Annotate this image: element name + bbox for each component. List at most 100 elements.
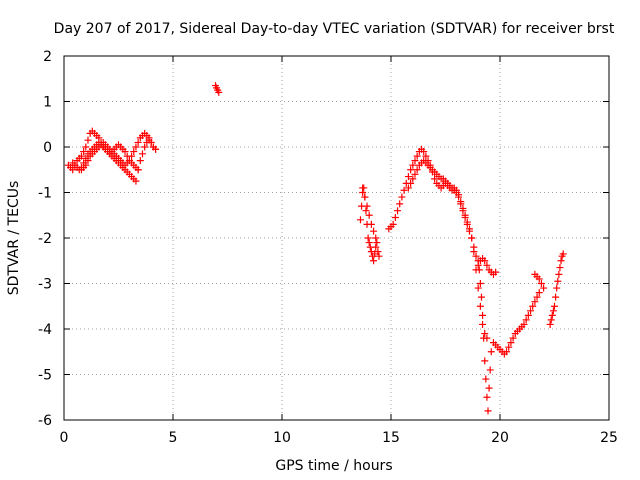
data-point xyxy=(356,216,364,224)
data-point xyxy=(138,150,146,158)
data-point xyxy=(365,211,373,219)
data-point xyxy=(556,264,564,272)
data-point xyxy=(80,148,88,156)
y-tick-label: 0 xyxy=(43,140,52,156)
data-point xyxy=(503,348,511,356)
data-point xyxy=(82,143,90,151)
data-point xyxy=(479,320,487,328)
y-tick-label: -3 xyxy=(38,277,52,293)
data-point xyxy=(475,266,483,274)
data-point xyxy=(452,189,460,196)
data-point xyxy=(492,268,500,276)
data-point xyxy=(477,293,485,301)
data-point xyxy=(559,250,567,258)
data-point xyxy=(132,143,140,151)
data-point xyxy=(413,166,421,174)
data-point xyxy=(404,184,412,192)
data-point xyxy=(145,134,153,142)
data-point xyxy=(409,161,417,169)
x-tick-label: 10 xyxy=(273,430,291,446)
data-point xyxy=(84,157,92,165)
data-point xyxy=(84,136,92,144)
data-point xyxy=(486,366,494,374)
data-point xyxy=(524,311,532,319)
data-point xyxy=(420,148,428,156)
data-point xyxy=(533,293,541,301)
data-point xyxy=(407,179,415,187)
data-point xyxy=(431,175,439,183)
data-point xyxy=(485,384,493,392)
data-point xyxy=(551,302,558,310)
data-point xyxy=(483,261,491,269)
y-tick-label: -5 xyxy=(38,368,52,384)
data-point xyxy=(132,177,140,185)
data-point xyxy=(509,334,517,342)
data-point xyxy=(468,234,476,242)
data-point xyxy=(481,330,489,338)
data-point xyxy=(361,193,369,201)
data-point xyxy=(130,148,138,156)
data-point xyxy=(373,239,381,247)
data-point xyxy=(363,202,371,210)
data-point xyxy=(480,334,488,342)
data-point xyxy=(474,284,482,292)
data-point xyxy=(553,284,561,292)
data-point xyxy=(77,152,85,160)
data-point xyxy=(370,257,378,265)
data-point xyxy=(370,227,378,235)
x-tick-label: 5 xyxy=(169,430,178,446)
data-point xyxy=(413,152,421,160)
data-point xyxy=(546,320,554,328)
data-point xyxy=(483,393,491,401)
data-point xyxy=(372,243,380,251)
data-point xyxy=(479,311,487,319)
y-tick-label: -4 xyxy=(38,322,52,338)
data-point xyxy=(481,257,489,265)
data-point xyxy=(481,357,489,365)
y-tick-label: 1 xyxy=(43,95,52,111)
data-point xyxy=(535,289,543,297)
x-axis-label: GPS time / hours xyxy=(275,458,392,474)
data-point xyxy=(505,343,513,351)
data-point xyxy=(555,270,563,278)
data-point xyxy=(552,293,560,301)
y-tick-label: -6 xyxy=(38,413,52,429)
chart-title: Day 207 of 2017, Sidereal Day-to-day VTE… xyxy=(54,21,615,37)
data-point xyxy=(465,227,473,235)
y-tick-label: -1 xyxy=(38,186,52,202)
data-point xyxy=(557,257,565,265)
data-point xyxy=(121,148,129,156)
data-point xyxy=(476,280,484,287)
data-point xyxy=(520,320,528,328)
data-point xyxy=(527,307,535,315)
data-point xyxy=(407,166,415,174)
data-point xyxy=(364,234,372,242)
data-point xyxy=(549,307,557,315)
data-point xyxy=(474,257,482,265)
data-point xyxy=(374,248,382,256)
data-point xyxy=(404,173,412,181)
data-point xyxy=(362,207,370,215)
data-point xyxy=(554,277,562,285)
data-point xyxy=(484,407,492,415)
data-point xyxy=(459,207,467,215)
data-point xyxy=(409,175,417,183)
data-point xyxy=(128,152,136,160)
data-point xyxy=(394,207,402,215)
data-point xyxy=(400,186,408,194)
x-tick-label: 0 xyxy=(60,430,69,446)
data-point xyxy=(69,166,77,174)
data-point xyxy=(134,166,142,174)
x-tick-label: 15 xyxy=(382,430,400,446)
data-point xyxy=(470,243,478,251)
x-tick-label: 20 xyxy=(491,430,509,446)
data-point xyxy=(487,348,495,356)
data-point xyxy=(411,157,419,165)
data-point xyxy=(463,220,471,228)
axis-ticks: 0 5 10 15 20 25 -6 -5 -4 -3 -2 -1 0 1 2 xyxy=(38,49,618,446)
data-point xyxy=(461,214,469,222)
data-point xyxy=(535,275,543,283)
data-point xyxy=(548,311,556,319)
data-point xyxy=(529,302,537,310)
